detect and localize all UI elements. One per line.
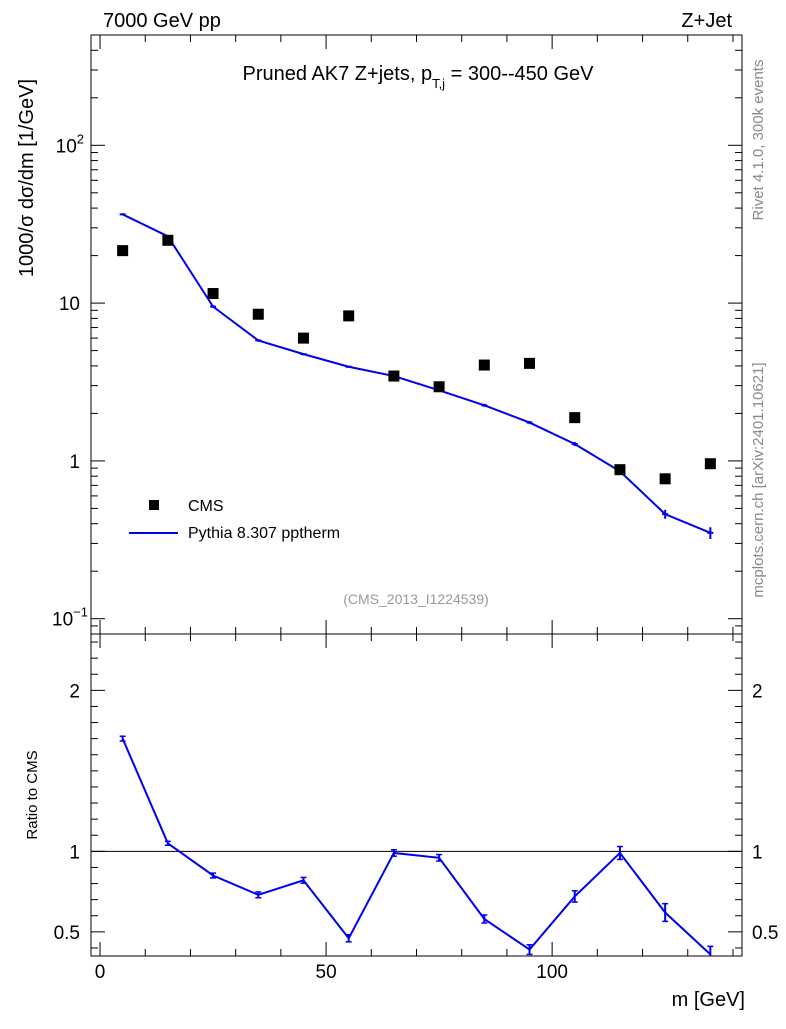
cms-data-point: [704, 458, 716, 470]
cms-data-point: [478, 359, 490, 371]
ratio-mc-line: [121, 738, 712, 956]
rivet-version-label: Rivet 4.1.0, 300k events: [750, 60, 767, 221]
tick-base: 10: [52, 610, 73, 631]
main-y-tick-label: 10: [59, 294, 80, 315]
cms-data-point: [433, 381, 445, 393]
x-tick-label: 0: [95, 962, 106, 983]
ratio-ticks: [91, 634, 742, 956]
cms-data-point: [162, 234, 174, 246]
mcplots-label: mcplots.cern.ch [arXiv:2401.10621]: [750, 362, 767, 597]
legend-label-mc: Pythia 8.307 pptherm: [188, 525, 340, 542]
ratio-mc-series: [119, 735, 714, 956]
header-process-label: Z+Jet: [681, 10, 732, 32]
cms-data-point: [524, 357, 536, 369]
ratio-y-tick-label: 2: [69, 681, 80, 702]
cms-data-series: [117, 234, 716, 485]
ratio-y-tick-label-right: 1: [752, 842, 763, 863]
main-y-ticks: [91, 34, 742, 635]
tick-exponent: 2: [77, 131, 84, 146]
title-subscript: T,j: [432, 76, 445, 91]
ratio-plot-frame: [90, 633, 743, 957]
mc-series: [119, 213, 714, 539]
legend: CMS Pythia 8.307 pptherm: [129, 498, 340, 542]
cms-data-point: [388, 370, 400, 382]
x-tick-label: 100: [536, 962, 568, 983]
main-x-ticks: [99, 35, 734, 634]
main-y-tick-label: 1: [69, 452, 80, 473]
legend-marker-cms: [149, 500, 159, 510]
tick-exponent: −1: [73, 605, 88, 620]
cms-data-point: [207, 288, 219, 300]
main-y-tick-label: 102: [56, 131, 84, 157]
ratio-x-tick-labels: 0 50 100: [95, 962, 568, 983]
ratio-y-tick-label: 1: [69, 842, 80, 863]
ratio-y-tick-label: 0.5: [54, 923, 80, 944]
analysis-id-label: (CMS_2013_I1224539): [343, 591, 489, 607]
tick-base: 10: [56, 136, 77, 157]
title-tail: = 300--450 GeV: [445, 63, 594, 85]
header-energy-label: 7000 GeV pp: [103, 10, 221, 32]
cms-data-point: [343, 310, 355, 322]
x-tick-label: 50: [316, 962, 337, 983]
ratio-y-axis-label: Ratio to CMS: [24, 750, 41, 839]
main-plot-frame: [90, 34, 743, 635]
cms-data-point: [297, 332, 309, 344]
title-main: Pruned AK7 Z+jets, p: [243, 63, 433, 85]
cms-data-point: [659, 473, 671, 485]
cms-data-point: [252, 308, 264, 320]
main-plot-title: Pruned AK7 Z+jets, pT,j = 300--450 GeV: [243, 63, 595, 91]
cms-data-point: [569, 412, 581, 424]
legend-label-cms: CMS: [188, 498, 224, 515]
main-y-tick-label: 10−1: [52, 605, 88, 631]
ratio-y-tick-label-right: 0.5: [752, 923, 778, 944]
mc-line: [122, 213, 711, 534]
cms-data-point: [614, 464, 626, 476]
cms-data-point: [117, 245, 129, 257]
ratio-y-tick-labels: 2 2 1 1 0.5 0.5: [54, 681, 779, 944]
main-y-axis-label: 1000/σ dσ/dm [1/GeV]: [16, 79, 38, 277]
x-axis-label: m [GeV]: [672, 989, 745, 1011]
ratio-y-tick-label-right: 2: [752, 681, 763, 702]
